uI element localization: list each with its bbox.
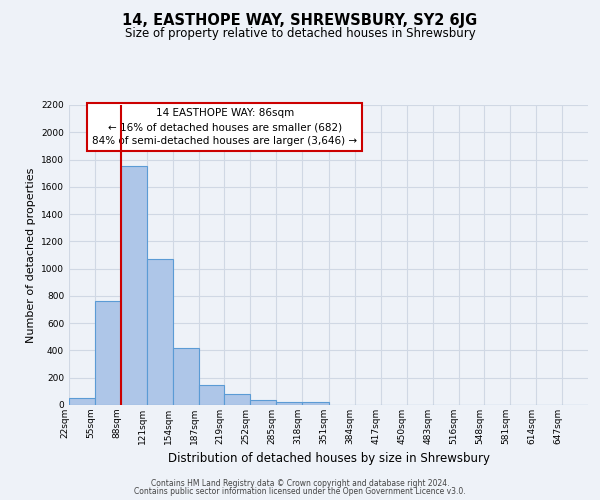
Bar [199,384,224,405]
Bar [277,402,302,405]
Text: Contains public sector information licensed under the Open Government Licence v3: Contains public sector information licen… [134,487,466,496]
Bar [302,402,329,405]
Bar [121,166,147,405]
Text: Contains HM Land Registry data © Crown copyright and database right 2024.: Contains HM Land Registry data © Crown c… [151,478,449,488]
Y-axis label: Number of detached properties: Number of detached properties [26,168,35,342]
Bar [173,348,199,405]
Bar [69,398,95,405]
Bar [95,302,121,405]
Text: 14 EASTHOPE WAY: 86sqm
← 16% of detached houses are smaller (682)
84% of semi-de: 14 EASTHOPE WAY: 86sqm ← 16% of detached… [92,108,357,146]
X-axis label: Distribution of detached houses by size in Shrewsbury: Distribution of detached houses by size … [167,452,490,466]
Text: Size of property relative to detached houses in Shrewsbury: Size of property relative to detached ho… [125,28,475,40]
Bar [250,400,277,405]
Text: 14, EASTHOPE WAY, SHREWSBURY, SY2 6JG: 14, EASTHOPE WAY, SHREWSBURY, SY2 6JG [122,12,478,28]
Bar [147,259,173,405]
Bar [224,394,250,405]
